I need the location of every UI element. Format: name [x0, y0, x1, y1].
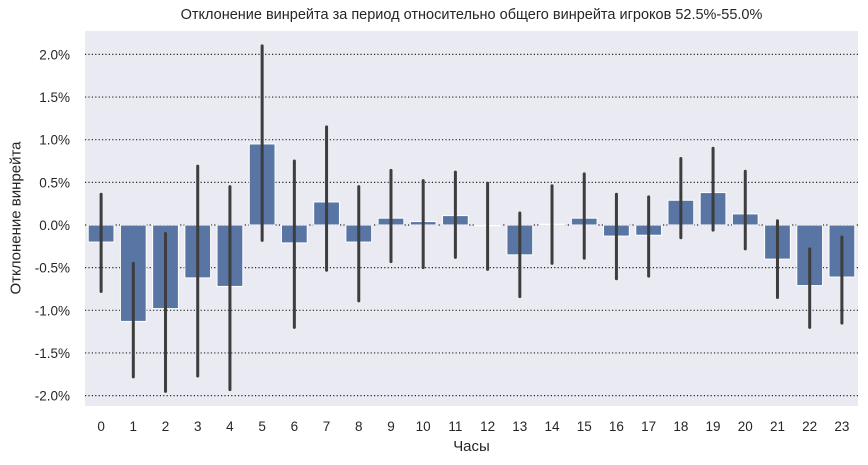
- x-tick-label: 14: [545, 419, 561, 434]
- x-tick-label: 1: [130, 419, 138, 434]
- x-tick-label: 20: [738, 419, 753, 434]
- y-tick-label: 0.5%: [39, 175, 70, 190]
- x-tick-label: 6: [291, 419, 299, 434]
- x-tick-label: 13: [512, 419, 527, 434]
- y-tick-label: -1.5%: [35, 346, 70, 361]
- y-tick-label: -2.0%: [35, 389, 70, 404]
- y-axis-ticks: -2.0% -1.5% -1.0% -0.5% 0.0% 0.5% 1.0% 1.5% 2.0%: [35, 47, 70, 403]
- x-tick-label: 4: [226, 419, 234, 434]
- x-tick-label: 16: [609, 419, 624, 434]
- x-tick-label: 2: [162, 419, 170, 434]
- x-tick-label: 19: [706, 419, 721, 434]
- x-tick-label: 11: [448, 419, 462, 434]
- x-tick-label: 23: [834, 419, 849, 434]
- x-tick-label: 18: [673, 419, 688, 434]
- x-axis-ticks: 0 1 2 3 4 5 6 7 8 9 10 11 12 13 14 15 16 17 18 19 20 21 22 23: [97, 419, 849, 434]
- y-tick-label: 1.0%: [39, 133, 70, 148]
- x-axis-label: Часы: [453, 438, 490, 455]
- x-tick-label: 8: [355, 419, 363, 434]
- x-tick-label: 22: [802, 419, 817, 434]
- x-tick-label: 21: [770, 419, 785, 434]
- x-tick-label: 10: [416, 419, 431, 434]
- chart-title: Отклонение винрейта за период относитель…: [180, 7, 763, 23]
- y-tick-label: 1.5%: [39, 90, 70, 105]
- y-tick-label: -0.5%: [35, 261, 70, 276]
- x-tick-label: 12: [480, 419, 495, 434]
- y-tick-label: -1.0%: [35, 303, 70, 318]
- x-tick-label: 15: [577, 419, 592, 434]
- error-bars: [99, 44, 844, 393]
- x-tick-label: 5: [258, 419, 266, 434]
- y-tick-label: 0.0%: [39, 218, 70, 233]
- y-tick-label: 2.0%: [39, 47, 70, 62]
- x-tick-label: 3: [194, 419, 202, 434]
- x-tick-label: 0: [97, 419, 105, 434]
- x-tick-label: 9: [387, 419, 395, 434]
- x-tick-label: 17: [641, 419, 656, 434]
- plot-background: [85, 31, 858, 406]
- x-tick-label: 7: [323, 419, 331, 434]
